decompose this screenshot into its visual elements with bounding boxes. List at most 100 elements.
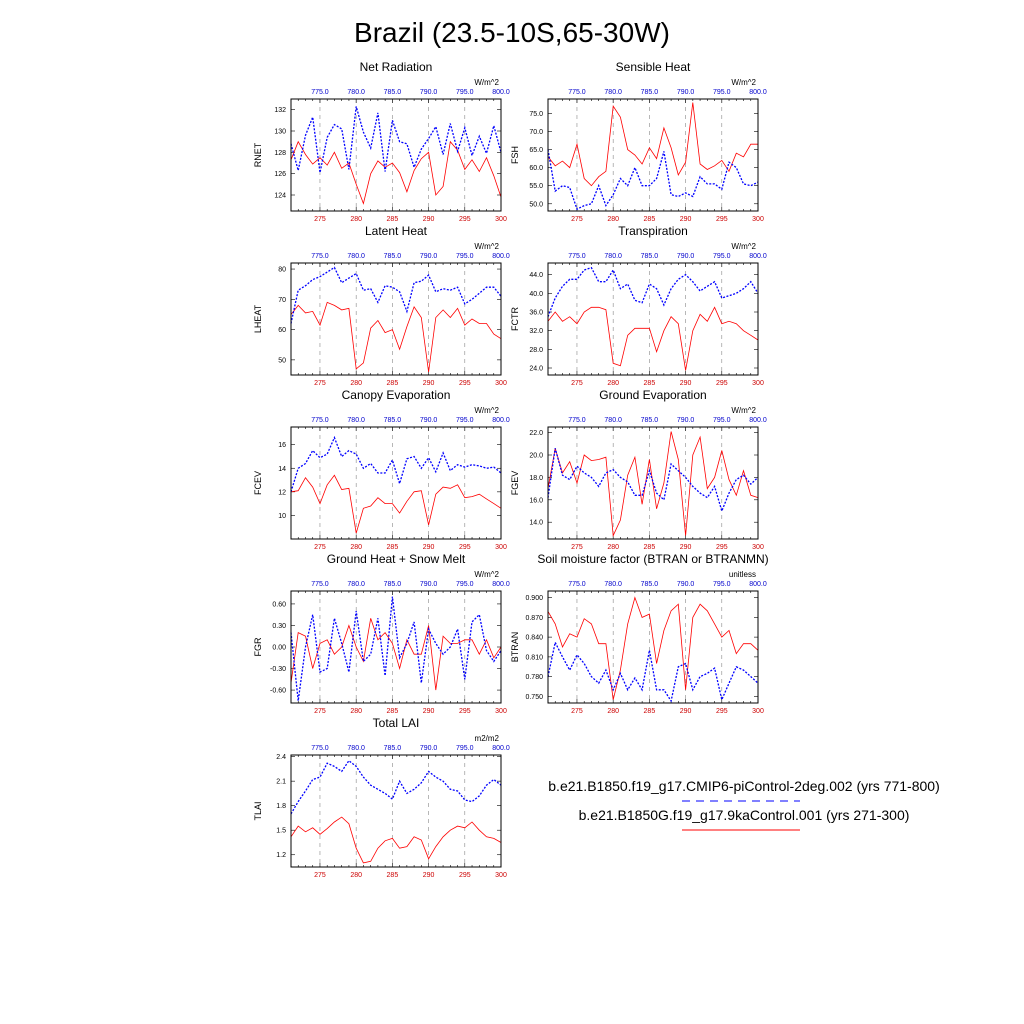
y-tick-label: 0.750 [525,694,543,701]
chart-panel-btran: Soil moisture factor (BTRAN or BTRANMN) u… [510,552,769,715]
x-tick-label: 300 [495,872,507,879]
x-tick-label: 285 [387,708,399,715]
x-tick-label: 275 [314,216,326,223]
x-tick-label: 290 [423,544,435,551]
y-tick-label: 14 [278,466,286,473]
y-tick-label: -0.60 [270,688,286,695]
panel-title: Net Radiation [360,60,433,74]
x-tick-label: 295 [716,708,728,715]
units-label: unitless [729,570,756,579]
x-tick-label-top: 780.0 [604,253,622,260]
x-tick-label: 295 [459,216,471,223]
plot-frame [547,590,759,704]
series-line-9kaControl [290,140,502,205]
x-tick-label-top: 785.0 [641,581,659,588]
chart-panel-lheat: Latent Heat W/m^2 LHEAT 275 280 285 290 295 300 7… [253,224,510,387]
chart-panel-fgr: Ground Heat + Snow Melt W/m^2 FGR 275 280 285… [253,552,510,715]
series-line-piControl [547,640,759,703]
legend-label-9kaControl: b.e21.B1850G.f19_g17.9kaControl.001 (yrs… [579,807,910,823]
x-tick-label-top: 795.0 [713,581,731,588]
legend: b.e21.B1850.f19_g17.CMIP6-piControl-2deg… [548,778,940,831]
x-tick-label-top: 795.0 [456,253,474,260]
x-tick-label: 295 [459,872,471,879]
x-tick-label-top: 775.0 [311,253,329,260]
x-tick-label: 295 [716,216,728,223]
x-tick-label: 280 [350,872,362,879]
panel-title: Latent Heat [365,224,428,238]
x-tick-label-top: 800.0 [492,417,510,424]
x-tick-label: 295 [459,544,471,551]
x-tick-label: 275 [314,708,326,715]
x-tick-label: 280 [350,708,362,715]
units-label: W/m^2 [731,78,756,87]
x-tick-label-top: 795.0 [456,745,474,752]
x-tick-label-top: 795.0 [713,417,731,424]
x-tick-label-top: 795.0 [456,581,474,588]
x-tick-label: 295 [459,380,471,387]
y-tick-label: 0.00 [272,645,286,652]
plot-frame [290,98,502,212]
y-tick-label: 22.0 [529,430,543,437]
units-label: W/m^2 [474,570,499,579]
x-tick-label: 290 [680,544,692,551]
series-line-9kaControl [547,102,758,187]
x-tick-label-top: 790.0 [420,745,438,752]
x-tick-label: 275 [314,380,326,387]
plot-frame [547,426,759,540]
x-tick-label: 285 [387,216,399,223]
panel-title: Sensible Heat [616,60,691,74]
series-line-9kaControl [290,618,502,691]
chart-panel-tlai: Total LAI m2/m2 TLAI 275 280 285 290 295 300 775.… [253,716,510,879]
y-tick-label: -0.30 [270,666,286,673]
y-tick-label: 2.4 [276,754,286,761]
y-tick-label: 55.0 [529,183,543,190]
series-line-piControl [290,266,502,324]
series-line-9kaControl [290,301,502,373]
y-tick-label: 40.0 [529,291,543,298]
x-tick-label-top: 790.0 [420,417,438,424]
y-tick-label: 0.30 [272,623,286,630]
x-tick-label: 285 [644,708,656,715]
x-tick-label: 275 [571,708,583,715]
y-axis-label: FSH [510,146,520,164]
series-line-9kaControl [547,596,759,700]
x-tick-label-top: 800.0 [749,89,767,96]
chart-panel-fctr: Transpiration W/m^2 FCTR 275 280 285 290 295 300… [510,224,767,387]
y-tick-label: 18.0 [529,475,543,482]
x-tick-label-top: 785.0 [384,89,402,96]
x-tick-label-top: 795.0 [456,417,474,424]
x-tick-label-top: 785.0 [641,253,659,260]
y-tick-label: 126 [274,171,286,178]
x-tick-label: 300 [495,216,507,223]
x-tick-label: 280 [607,544,619,551]
units-label: W/m^2 [474,242,499,251]
chart-panel-fcev: Canopy Evaporation W/m^2 FCEV 275 280 285 290 2… [253,388,510,551]
y-axis-label: LHEAT [253,304,263,333]
plot-frame [290,426,502,540]
y-tick-label: 1.8 [276,803,286,810]
x-tick-label-top: 785.0 [384,417,402,424]
series-line-piControl [547,149,759,211]
plot-frame [290,754,502,868]
x-tick-label-top: 780.0 [347,253,365,260]
y-tick-label: 36.0 [529,310,543,317]
y-tick-label: 70.0 [529,129,543,136]
x-tick-label-top: 780.0 [347,89,365,96]
panel-title: Soil moisture factor (BTRAN or BTRANMN) [537,552,768,566]
x-tick-label-top: 800.0 [749,417,767,424]
x-tick-label: 300 [752,708,764,715]
x-tick-label-top: 780.0 [347,417,365,424]
x-tick-label-top: 780.0 [604,581,622,588]
x-tick-label: 290 [680,380,692,387]
x-tick-label-top: 785.0 [384,253,402,260]
y-axis-label: TLAI [253,801,263,820]
chart-panel-fsh: Sensible Heat W/m^2 FSH 275 280 285 290 295 300 7… [510,60,767,223]
y-tick-label: 1.2 [276,852,286,859]
units-label: m2/m2 [475,734,500,743]
x-tick-label: 275 [571,216,583,223]
x-tick-label: 285 [387,380,399,387]
x-tick-label-top: 780.0 [347,745,365,752]
y-tick-label: 50 [278,357,286,364]
y-tick-label: 0.810 [525,654,543,661]
